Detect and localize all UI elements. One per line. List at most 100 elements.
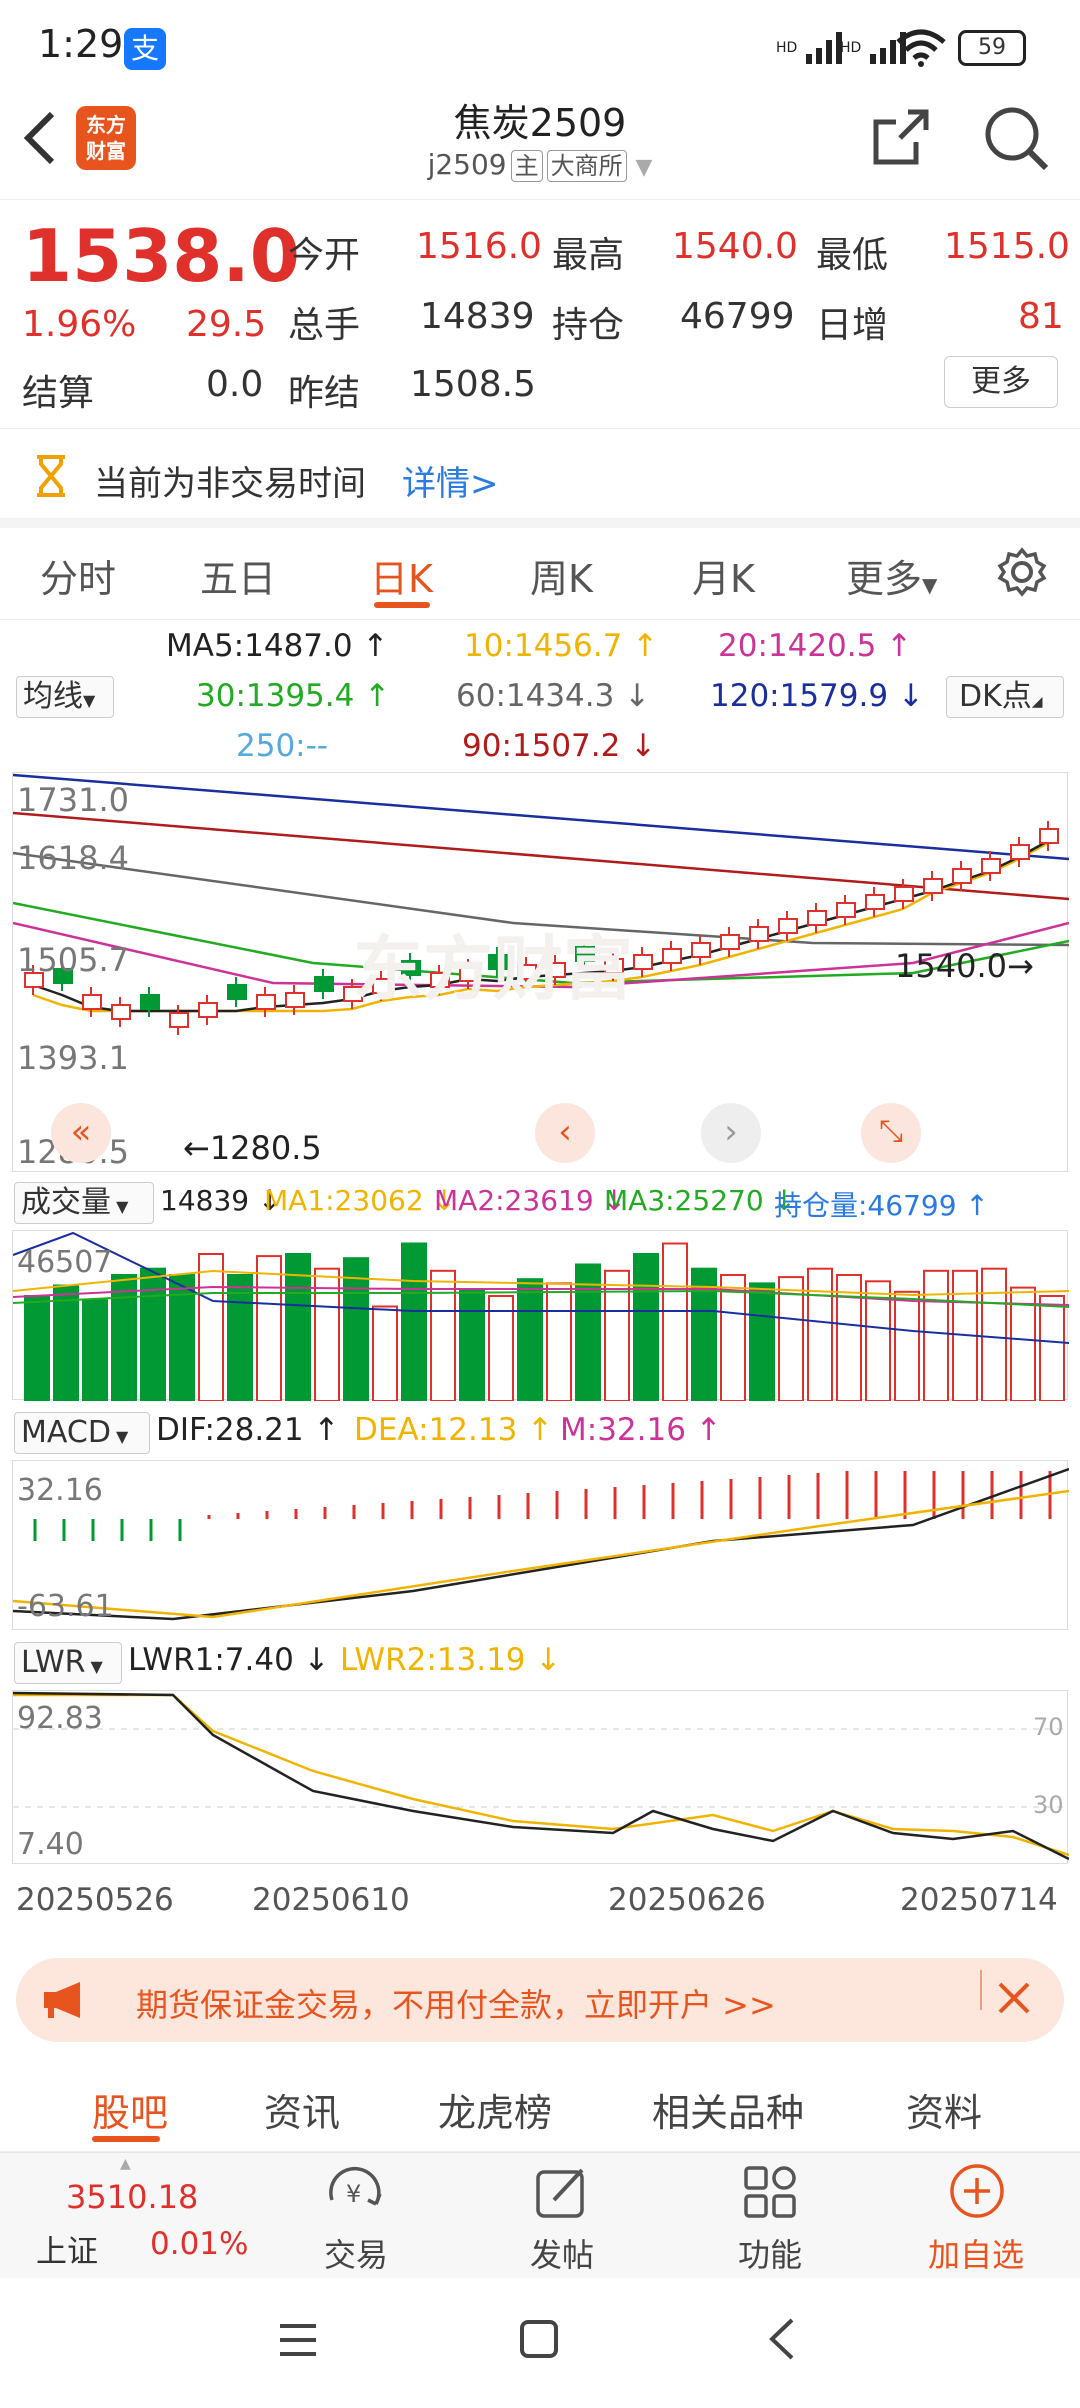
lwr-chart[interactable]: 92.83 7.40 70 30: [12, 1690, 1069, 1864]
candle-body: [1039, 828, 1059, 844]
index-value[interactable]: 3510.18: [66, 2178, 199, 2216]
tab-related[interactable]: 相关品种: [652, 2091, 805, 2135]
macd-y-top: 32.16: [17, 1473, 103, 1508]
candle-body: [111, 1004, 131, 1020]
more-quote-button[interactable]: 更多: [944, 356, 1058, 408]
scroll-start-button[interactable]: «: [51, 1103, 111, 1163]
volume-bar: [517, 1278, 543, 1401]
volume-value: 14839: [420, 296, 535, 337]
lwr-selector[interactable]: LWR ▼: [14, 1642, 122, 1684]
tab-timeshare[interactable]: 分时: [40, 557, 117, 601]
post-icon: [536, 2168, 584, 2218]
candle-body: [836, 902, 856, 918]
candle-body: [691, 942, 711, 958]
post-button[interactable]: 发帖: [529, 2236, 594, 2274]
tab-daily-k[interactable]: 日K: [370, 557, 433, 601]
index-name[interactable]: 上证: [36, 2234, 98, 2270]
vol-ma1-line: [13, 1269, 1069, 1297]
back-nav-icon[interactable]: [764, 2316, 800, 2362]
settings-icon[interactable]: [996, 546, 1048, 598]
back-icon[interactable]: [20, 108, 60, 168]
hourglass-icon: [37, 455, 65, 497]
tab-more[interactable]: 更多▼: [846, 557, 938, 601]
search-icon[interactable]: [982, 104, 1050, 172]
volume-bar: [923, 1269, 949, 1401]
candle-body: [575, 946, 595, 962]
vol-ma1-label: MA1:23062 ↓: [264, 1184, 456, 1217]
candle-body: [894, 886, 914, 902]
dk-point-button[interactable]: DK点◢: [946, 676, 1064, 718]
scroll-left-button[interactable]: ‹: [535, 1103, 595, 1163]
low-marker-label: ←1280.5: [183, 1129, 322, 1167]
lwr-ref-30: 30: [1033, 1791, 1064, 1819]
banner-text: 期货保证金交易，不用付全款，立即开户 >>: [136, 1986, 776, 2024]
volume-selector[interactable]: 成交量 ▼: [14, 1182, 154, 1224]
tab-news[interactable]: 资讯: [264, 2091, 341, 2135]
promo-banner[interactable]: [16, 1958, 1064, 2042]
candle-body: [198, 1002, 218, 1018]
settle-value: 0.0: [206, 364, 264, 405]
candle-body: [314, 976, 334, 992]
tab-five-day[interactable]: 五日: [200, 557, 277, 601]
notice-detail-link[interactable]: 详情>: [402, 464, 499, 504]
volume-bar: [372, 1305, 398, 1401]
functions-button[interactable]: 功能: [737, 2236, 802, 2274]
volume-bar: [778, 1276, 804, 1401]
tab-dragon-tiger[interactable]: 龙虎榜: [438, 2091, 553, 2135]
volume-bar: [1010, 1286, 1036, 1401]
home-icon[interactable]: [518, 2318, 560, 2360]
svg-text:¥: ¥: [346, 2180, 361, 2208]
candle-body: [430, 972, 450, 988]
ma90-line: [13, 811, 1069, 901]
candle-body: [285, 992, 305, 1008]
prev-settle-label: 昨结: [288, 373, 361, 414]
contract-subtitle[interactable]: j2509 主大商所 ▼: [427, 148, 653, 182]
volume-bar: [720, 1274, 746, 1401]
kline-chart[interactable]: 东方财富 1731.0 1618.4 1505.7 1393.1 1280.5 …: [12, 772, 1069, 1172]
wifi-icon: [896, 29, 946, 67]
trade-button[interactable]: 交易: [323, 2236, 388, 2274]
app-logo: 东方 财富: [76, 106, 136, 170]
tab-monthly-k[interactable]: 月K: [692, 557, 755, 601]
volume-bar: [981, 1267, 1007, 1401]
candle-body: [546, 962, 566, 978]
volume-bar: [140, 1267, 166, 1401]
tab-guba[interactable]: 股吧: [92, 2091, 169, 2135]
tab-profile[interactable]: 资料: [906, 2091, 983, 2135]
lwr2-label: LWR2:13.19 ↓: [340, 1642, 562, 1678]
candle-body: [24, 972, 44, 988]
signal-icon-1: HD: [776, 30, 850, 66]
vol-ma3-label: MA3:25270 ↓: [604, 1184, 796, 1217]
close-icon[interactable]: [996, 1980, 1032, 2016]
index-change[interactable]: 0.01%: [150, 2226, 249, 2262]
volume-bar: [575, 1263, 601, 1401]
volume-chart[interactable]: 46507: [12, 1230, 1069, 1401]
volume-bar: [604, 1269, 630, 1401]
low-label: 最低: [816, 235, 889, 276]
macd-chart[interactable]: 32.16 -63.61: [12, 1460, 1069, 1630]
change-value: 29.5: [186, 304, 267, 345]
tab-weekly-k[interactable]: 周K: [530, 557, 593, 601]
oi-indicator-label: 持仓量:46799 ↑: [774, 1189, 989, 1222]
menu-icon[interactable]: [276, 2320, 320, 2360]
candle-body: [82, 994, 102, 1010]
candle-body: [749, 926, 769, 942]
candle-body: [372, 978, 392, 994]
candle-body: [807, 910, 827, 926]
header-bar: [0, 96, 1080, 200]
scroll-right-button[interactable]: ›: [701, 1103, 761, 1163]
add-watchlist-button[interactable]: 加自选: [927, 2236, 1024, 2274]
trading-notice: [0, 428, 1080, 528]
caret-up-icon: ▲: [120, 2156, 131, 2172]
ma-selector[interactable]: 均线▼: [16, 676, 114, 718]
share-icon[interactable]: [870, 106, 932, 168]
date-label-2: 20250610: [252, 1882, 410, 1918]
macd-selector[interactable]: MACD ▼: [14, 1412, 150, 1454]
ma120-line: [13, 773, 1069, 861]
oi-value: 46799: [680, 296, 795, 337]
prev-settle-value: 1508.5: [410, 364, 536, 405]
kline-tabs: [0, 528, 1080, 620]
volume-bar: [256, 1255, 282, 1401]
fullscreen-icon[interactable]: ⤡: [861, 1103, 921, 1163]
volume-value-label: 14839 ↓: [160, 1184, 282, 1217]
